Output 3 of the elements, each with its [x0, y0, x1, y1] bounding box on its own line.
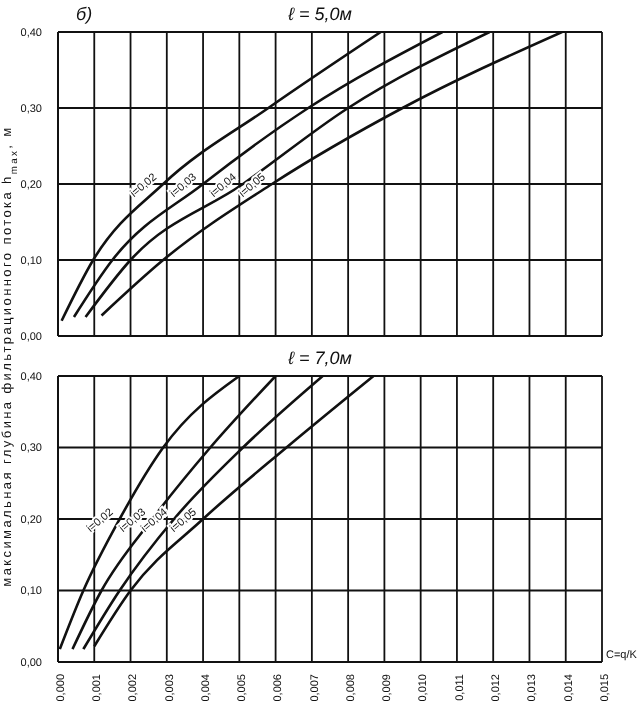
chart-title: ℓ = 5,0м — [286, 4, 352, 24]
chart-title: ℓ = 7,0м — [286, 348, 352, 368]
text: б) — [76, 4, 93, 24]
